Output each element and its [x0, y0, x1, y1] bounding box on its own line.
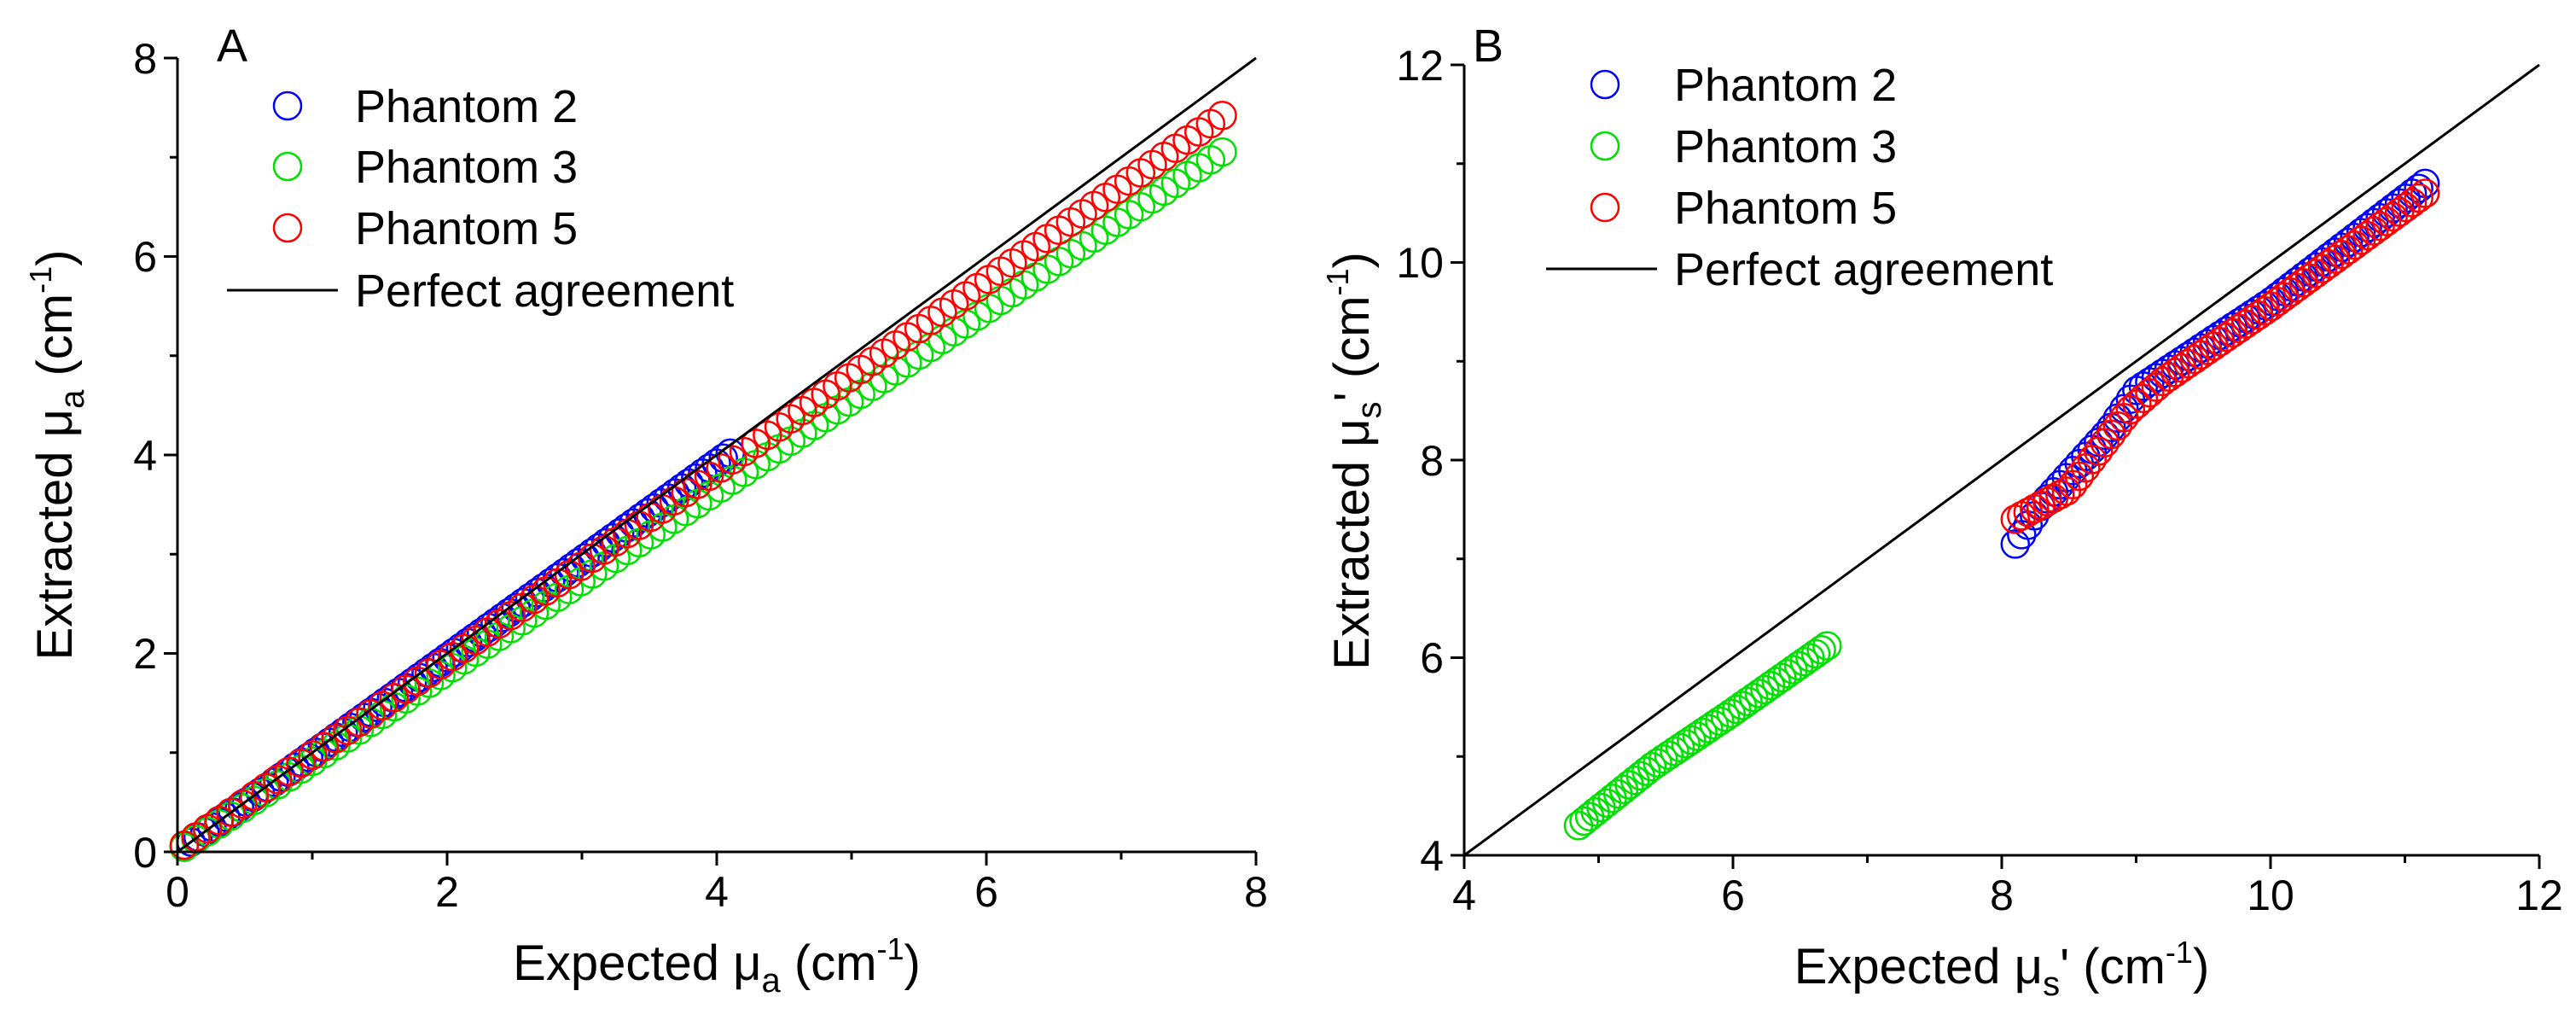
data-point	[708, 443, 738, 473]
panel-a-xtick-label: 8	[1244, 868, 1268, 916]
series-phantom-3	[1563, 631, 1842, 841]
panel-b-perfect-agreement-line	[1463, 63, 2540, 857]
legend-label-perfect-agreement: Perfect agreement	[355, 265, 734, 317]
panel-a-xtick-label: 2	[435, 868, 459, 916]
series-phantom-5	[2000, 178, 2440, 534]
legend-label-phantom-5: Phantom 5	[1674, 183, 1897, 234]
panel-b-ytick-label: 4	[1420, 832, 1444, 880]
panel-a-label: A	[217, 20, 247, 72]
legend-label-phantom-2: Phantom 2	[1674, 60, 1897, 111]
legend-marker-phantom-2	[1590, 69, 1620, 100]
panel-a: A 0 2 4 6 8 0 2 4 6 8 Expected μa (cm-1)…	[23, 20, 1268, 1000]
legend-label-phantom-3: Phantom 3	[355, 142, 578, 193]
legend-label-phantom-2: Phantom 2	[355, 81, 578, 132]
panel-a-ytick-label: 6	[133, 233, 157, 281]
legend-marker-phantom-3	[272, 151, 303, 182]
data-point	[2404, 183, 2434, 213]
panel-b-ytick-label: 12	[1396, 42, 1444, 90]
panel-b-ytick-label: 10	[1396, 239, 1444, 287]
panel-a-xtick-label: 0	[166, 868, 189, 916]
panel-b-label: B	[1473, 20, 1503, 72]
panel-a-ytick-label: 2	[133, 630, 157, 678]
panel-a-x-axis-label: Expected μa (cm-1)	[513, 931, 921, 1000]
panel-a-ytick-label: 8	[133, 35, 157, 83]
panel-b-xtick-label: 4	[1452, 872, 1476, 919]
panel-b-data	[1563, 168, 2440, 841]
panel-a-perfect-agreement-line	[177, 56, 1257, 854]
panel-b: B 4 6 8 10 12 4 6 8 10 12 Expected μs' (…	[1320, 20, 2563, 1003]
data-point	[1812, 631, 1842, 661]
data-point	[1806, 635, 1836, 665]
panel-b-xtick-label: 12	[2515, 872, 2563, 919]
legend-marker-phantom-5	[1590, 192, 1620, 223]
legend-label-phantom-3: Phantom 3	[1674, 121, 1897, 172]
data-point	[2410, 178, 2440, 208]
data-point	[1207, 101, 1237, 131]
panel-b-xtick-label: 6	[1721, 872, 1745, 919]
panel-b-ytick-label: 8	[1420, 437, 1444, 485]
panel-a-xtick-label: 4	[705, 868, 729, 916]
series-phantom-3	[169, 137, 1237, 862]
panel-b-x-axis-label: Expected μs' (cm-1)	[1794, 935, 2210, 1003]
panel-a-ticks	[164, 56, 1258, 866]
panel-b-xtick-label: 10	[2247, 872, 2294, 919]
data-point	[1207, 137, 1237, 167]
panel-a-xtick-label: 6	[974, 868, 998, 916]
legend-label-phantom-5: Phantom 5	[355, 203, 578, 254]
panel-a-data	[169, 101, 1237, 862]
panel-b-y-axis-label: Extracted μs' (cm-1)	[1320, 252, 1388, 670]
panel-b-legend: Phantom 2 Phantom 3 Phantom 5 Perfect ag…	[1546, 60, 2053, 295]
panel-b-ticks	[1451, 63, 2541, 869]
panel-a-ytick-label: 4	[133, 432, 157, 480]
legend-marker-phantom-5	[272, 213, 303, 243]
legend-label-perfect-agreement: Perfect agreement	[1674, 244, 2053, 295]
panel-a-ytick-label: 0	[133, 829, 157, 877]
legend-marker-phantom-3	[1590, 131, 1620, 161]
panel-a-legend: Phantom 2 Phantom 3 Phantom 5 Perfect ag…	[227, 81, 734, 317]
panel-b-ytick-label: 6	[1420, 634, 1444, 682]
legend-marker-phantom-2	[272, 90, 303, 121]
data-point	[2000, 529, 2031, 559]
panel-a-y-axis-label: Extracted μa (cm-1)	[23, 250, 91, 661]
panel-b-xtick-label: 8	[1990, 872, 2014, 919]
